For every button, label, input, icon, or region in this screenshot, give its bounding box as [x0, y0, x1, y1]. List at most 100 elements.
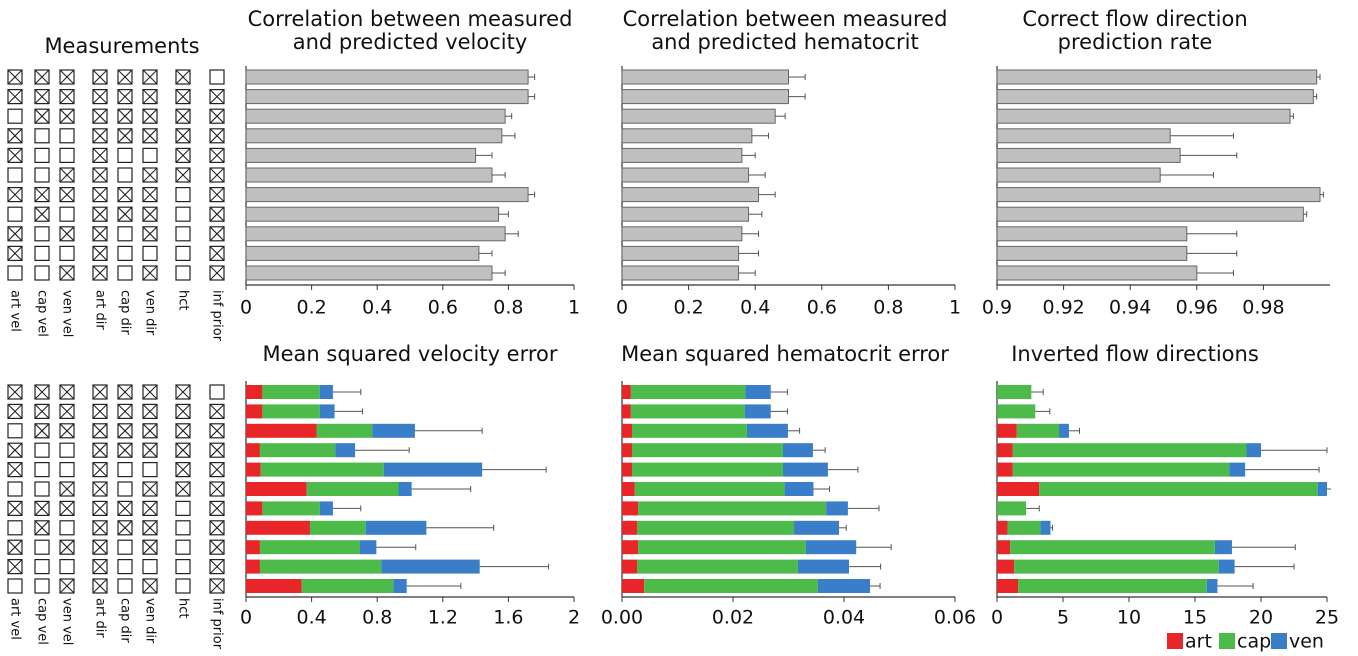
checkbox: [209, 167, 225, 183]
x-tick-label: 0.92: [1042, 297, 1084, 319]
checkbox: [34, 481, 50, 497]
checkbox-box: [7, 167, 23, 183]
checkbox-box: [34, 558, 50, 575]
checkbox: [142, 187, 158, 203]
error-bar: [870, 583, 881, 589]
x-tick-label: 25: [1315, 607, 1339, 629]
checkbox-box: [59, 245, 75, 261]
checkbox: [59, 481, 75, 497]
checkbox: [7, 558, 23, 575]
checkbox: [117, 128, 133, 144]
checkbox: [59, 88, 75, 105]
bar-segment: [319, 404, 335, 419]
checkbox: [209, 128, 225, 144]
checkbox: [142, 539, 158, 555]
checkbox-cross: [92, 226, 108, 242]
checkbox: [175, 520, 191, 536]
column-label: hct: [176, 290, 191, 310]
checkbox-cross: [92, 520, 108, 536]
column-label: inf prior: [210, 290, 225, 342]
bar-segment: [997, 385, 1032, 399]
checkbox: [209, 403, 225, 419]
bar-segment: [1018, 579, 1207, 593]
checkbox: [7, 384, 23, 400]
checkbox-cross: [117, 108, 133, 124]
bar-segment: [262, 385, 320, 399]
checkbox-cross: [7, 187, 23, 202]
checkbox-box: [175, 539, 191, 555]
checkbox: [142, 206, 158, 222]
checkbox-cross: [175, 462, 191, 477]
checkbox: [117, 226, 133, 242]
bar-segment: [309, 520, 366, 535]
error-bar: [788, 74, 806, 80]
checkbox-cross: [59, 187, 75, 202]
checkbox-box: [175, 187, 191, 203]
checkbox: [7, 578, 23, 594]
error-bar: [1261, 447, 1328, 454]
checkbox: [34, 403, 50, 419]
error-bar: [1234, 563, 1295, 570]
x-tick-label: 10: [1117, 607, 1141, 629]
checkbox: [209, 423, 225, 439]
checkbox-cross: [59, 108, 75, 124]
checkbox-cross: [117, 404, 133, 419]
checkbox-cross: [92, 167, 108, 183]
bar: [245, 128, 503, 144]
bar-segment: [997, 540, 1011, 555]
bar-segment: [638, 540, 806, 555]
error-bar: [856, 544, 892, 551]
checkbox-box: [117, 539, 133, 555]
checkbox-cross: [175, 442, 191, 458]
bar: [245, 187, 529, 203]
chart-title: Correlation between measured: [623, 7, 948, 31]
checkbox-cross: [209, 89, 225, 104]
checkbox: [209, 88, 225, 105]
checkbox-cross: [34, 69, 50, 85]
checkbox-box: [59, 558, 75, 575]
checkbox-cross: [142, 89, 158, 104]
checkbox: [142, 88, 158, 105]
x-tick-label: 0.4: [296, 607, 326, 629]
checkbox-cross: [142, 187, 158, 202]
error-bar: [1303, 211, 1308, 218]
checkbox-cross: [117, 384, 133, 400]
checkbox: [34, 206, 50, 222]
error-bar: [738, 270, 756, 276]
column-label: art dir: [93, 290, 108, 330]
checkbox: [142, 69, 158, 85]
checkbox: [209, 265, 225, 281]
checkbox: [117, 245, 133, 261]
checkbox: [209, 226, 225, 242]
bar-segment: [997, 443, 1013, 458]
x-tick-label: 20: [1249, 607, 1273, 629]
checkbox-cross: [142, 501, 158, 516]
checkbox-cross: [209, 148, 225, 163]
bar: [996, 89, 1314, 105]
checkbox: [92, 128, 108, 144]
checkbox: [34, 539, 50, 555]
checkbox: [34, 500, 50, 516]
checkbox: [175, 265, 191, 281]
checkbox-cross: [117, 128, 133, 144]
checkbox: [209, 558, 225, 575]
error-bar: [1313, 93, 1318, 100]
checkbox: [7, 403, 23, 419]
bar-segment: [622, 443, 632, 458]
legend-swatch: [1219, 633, 1235, 649]
bar-segment: [622, 482, 635, 496]
checkbox-cross: [92, 559, 108, 574]
checkbox: [142, 147, 158, 163]
checkbox-cross: [34, 108, 50, 124]
checkbox: [59, 462, 75, 478]
checkbox-cross: [34, 501, 50, 516]
checkbox-box: [7, 108, 23, 124]
checkbox: [209, 108, 225, 124]
checkbox-cross: [142, 539, 158, 555]
bar-segment: [259, 559, 382, 574]
checkbox: [7, 500, 23, 516]
bar: [621, 226, 743, 242]
checkbox: [7, 206, 23, 222]
bar-segment: [622, 462, 632, 477]
checkbox: [209, 442, 225, 458]
